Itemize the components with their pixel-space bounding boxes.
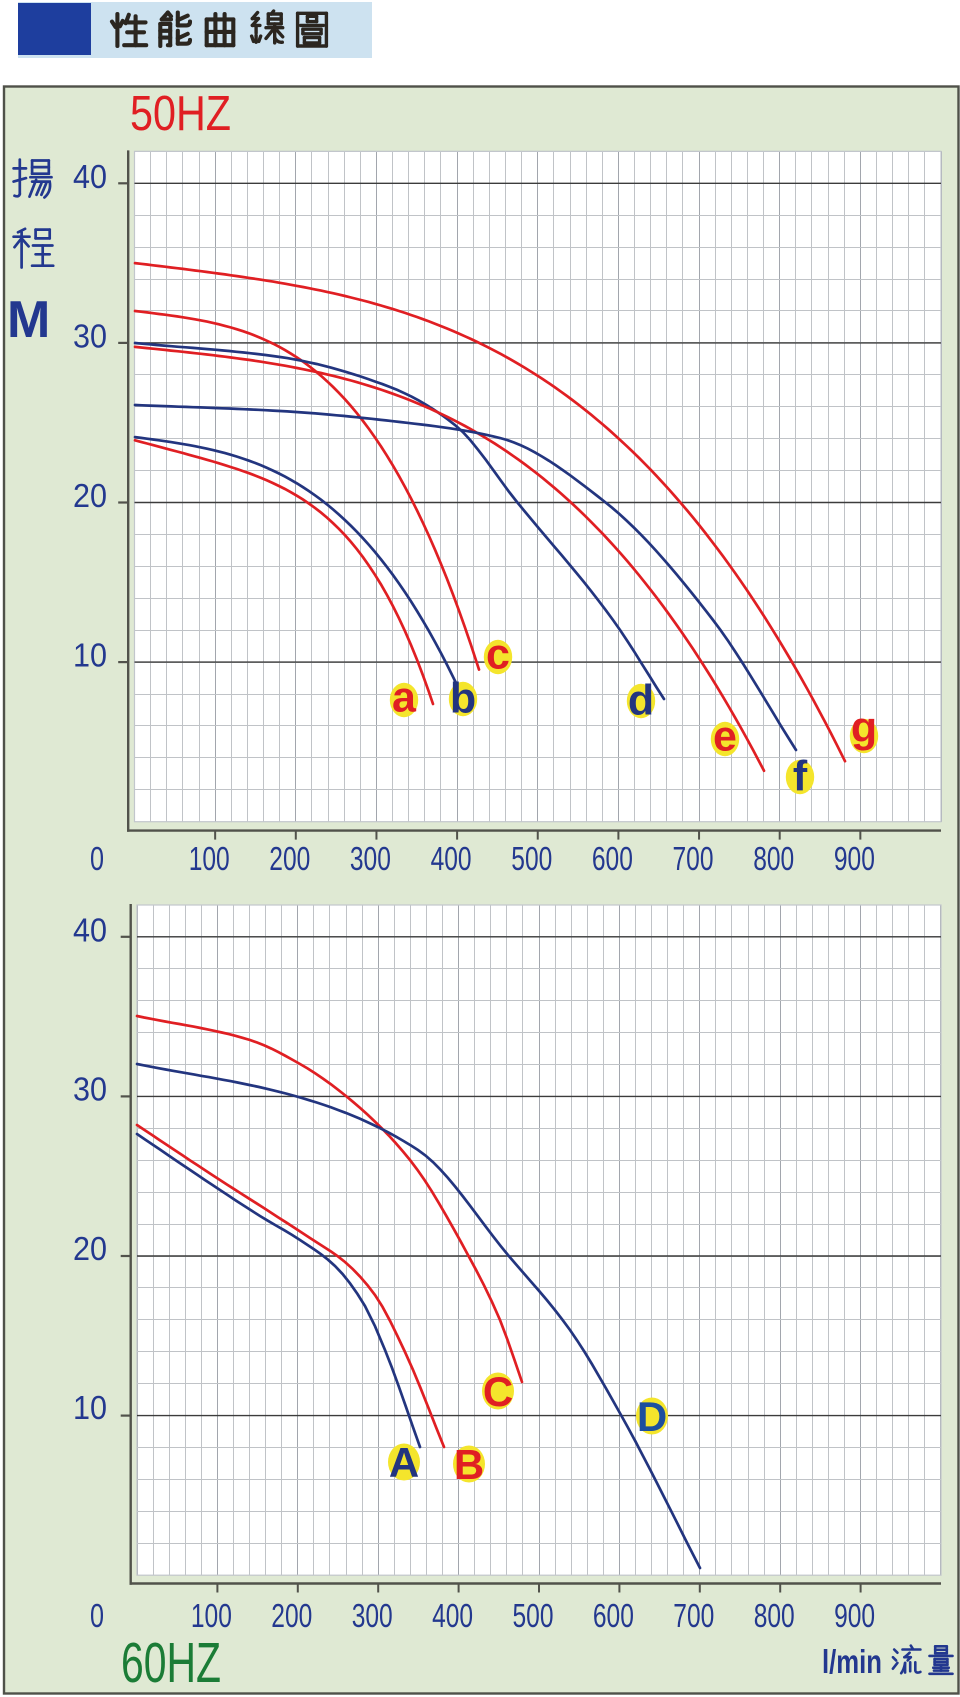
svg-text:30: 30 <box>73 1071 107 1108</box>
svg-text:300: 300 <box>352 1597 393 1634</box>
svg-text:D: D <box>637 1393 667 1440</box>
svg-text:a: a <box>392 674 417 722</box>
svg-text:g: g <box>851 704 877 752</box>
svg-text:10: 10 <box>73 1389 107 1426</box>
svg-text:300: 300 <box>350 840 391 877</box>
svg-text:B: B <box>454 1441 484 1488</box>
svg-text:50HZ: 50HZ <box>130 87 231 141</box>
svg-text:20: 20 <box>73 477 107 514</box>
svg-text:C: C <box>483 1368 513 1415</box>
svg-text:b: b <box>450 675 476 723</box>
svg-text:60HZ: 60HZ <box>121 1631 221 1695</box>
svg-text:500: 500 <box>511 840 552 877</box>
svg-text:100: 100 <box>191 1597 232 1634</box>
svg-text:900: 900 <box>834 1597 875 1634</box>
svg-text:40: 40 <box>73 911 107 948</box>
svg-text:f: f <box>793 753 808 801</box>
svg-text:l/min: l/min <box>822 1643 882 1680</box>
svg-text:20: 20 <box>73 1230 107 1267</box>
svg-text:40: 40 <box>73 158 107 195</box>
svg-text:100: 100 <box>189 840 230 877</box>
svg-text:200: 200 <box>271 1597 312 1634</box>
svg-text:400: 400 <box>432 1597 473 1634</box>
svg-text:700: 700 <box>673 840 714 877</box>
svg-text:600: 600 <box>592 840 633 877</box>
svg-text:A: A <box>389 1439 419 1486</box>
svg-text:800: 800 <box>753 840 794 877</box>
svg-text:500: 500 <box>513 1597 554 1634</box>
svg-text:0: 0 <box>90 1597 104 1634</box>
svg-text:c: c <box>486 631 510 679</box>
svg-text:10: 10 <box>73 637 107 674</box>
svg-text:30: 30 <box>73 317 107 354</box>
svg-text:200: 200 <box>269 840 310 877</box>
svg-text:600: 600 <box>593 1597 634 1634</box>
svg-text:700: 700 <box>673 1597 714 1634</box>
svg-text:800: 800 <box>754 1597 795 1634</box>
svg-text:0: 0 <box>90 840 104 877</box>
svg-text:900: 900 <box>834 840 875 877</box>
svg-text:400: 400 <box>431 840 472 877</box>
svg-text:M: M <box>7 291 50 349</box>
svg-text:e: e <box>713 713 737 761</box>
svg-text:d: d <box>628 677 654 725</box>
